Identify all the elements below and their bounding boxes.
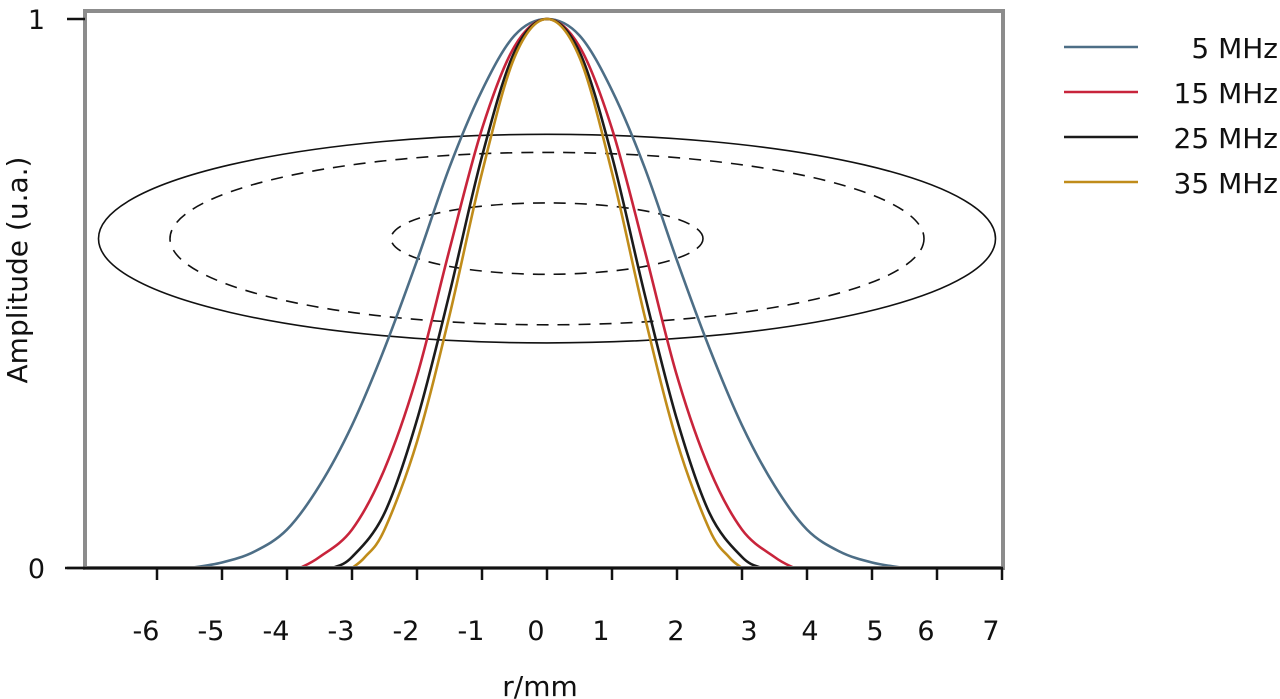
series-line-2: [299, 17, 795, 570]
annotation-ellipse-1: [97, 133, 997, 344]
legend-label: 15 MHz: [1174, 77, 1278, 110]
x-tick-label: -4: [263, 616, 290, 647]
x-tick-label: -6: [133, 616, 160, 647]
series-line-4: [351, 17, 743, 570]
x-tick-label: -5: [198, 616, 225, 647]
y-axis: 01: [28, 5, 85, 585]
series-lines: [189, 17, 905, 570]
x-tick-label: -2: [393, 616, 420, 647]
legend-label: 5 MHz: [1191, 32, 1278, 65]
plot-frame: [83, 9, 1005, 570]
legend-label: 35 MHz: [1174, 167, 1278, 200]
y-tick-label: 0: [28, 554, 45, 585]
x-tick-label: 2: [667, 616, 684, 647]
x-tick-label: -3: [328, 616, 355, 647]
x-tick-label: -1: [458, 616, 485, 647]
x-axis-title: r/mm: [502, 670, 578, 699]
x-tick-label: 4: [801, 616, 818, 647]
series-line-3: [331, 17, 763, 570]
x-tick-label: 3: [740, 616, 757, 647]
x-axis: -6 -5 -4 -3 -2 -1 0 1 2 3 4 5 6 7: [65, 566, 1004, 647]
x-tick-label: 1: [592, 616, 609, 647]
x-tick-label: 0: [527, 616, 544, 647]
y-tick-label: 1: [28, 5, 45, 36]
x-tick-label: 5: [866, 616, 883, 647]
y-axis-title: Amplitude (u.a.): [1, 157, 34, 384]
legend: 5 MHz 15 MHz 25 MHz 35 MHz: [1064, 32, 1278, 200]
legend-label: 25 MHz: [1174, 122, 1278, 155]
series-line-1: [189, 17, 905, 570]
x-tick-label: 7: [982, 616, 999, 647]
x-tick-label: 6: [917, 616, 934, 647]
annotation-ellipse-2: [169, 151, 925, 326]
ellipse-annotations: [97, 133, 997, 344]
annotation-ellipse-3: [390, 202, 704, 276]
